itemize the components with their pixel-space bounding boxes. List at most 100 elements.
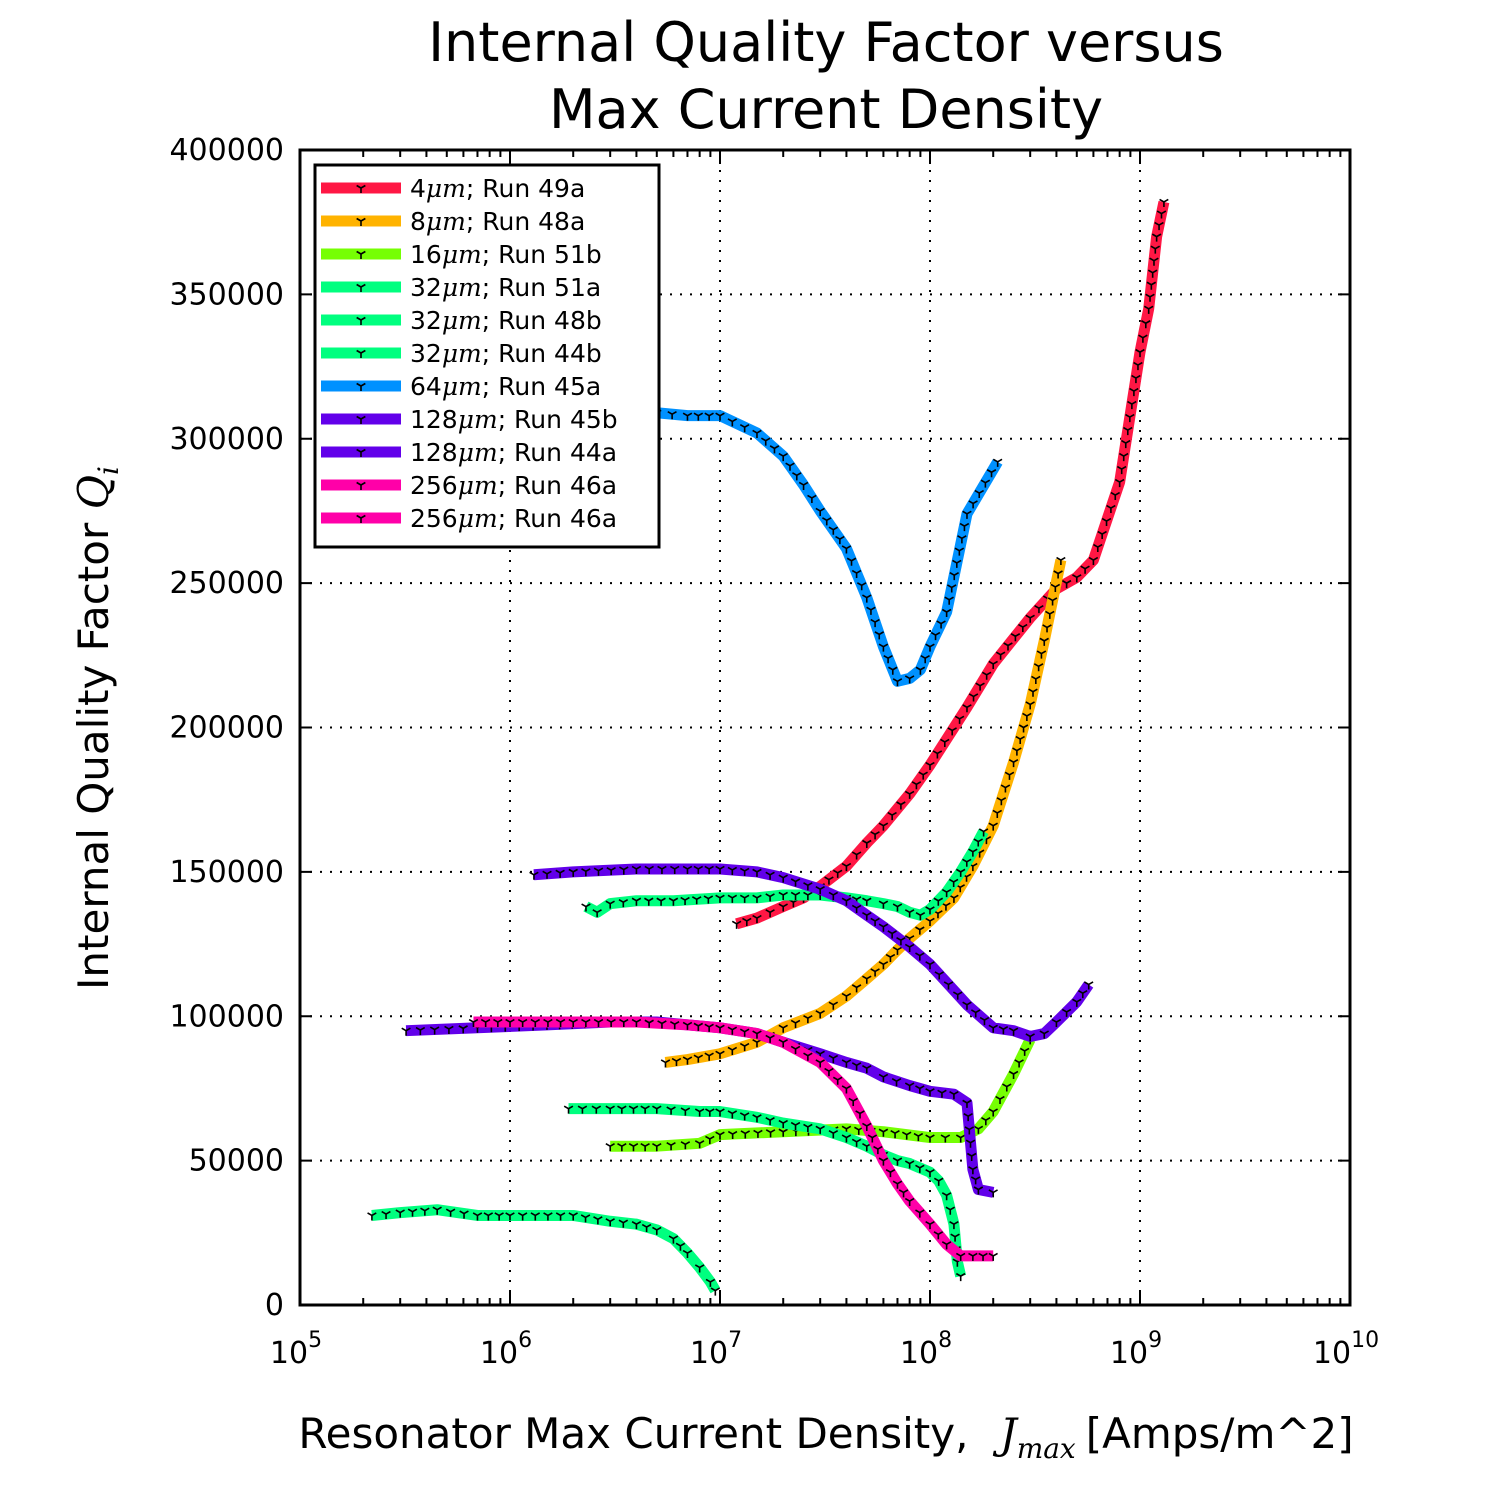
data-point-marker [739,867,750,876]
data-point-marker [1022,712,1032,721]
data-point-marker [356,184,366,193]
legend-entry: 32μm; Run 51a [321,273,601,302]
data-point-marker [1146,281,1157,290]
data-point-marker [1159,198,1169,207]
data-point-marker [888,666,898,675]
x-tick-label: 1010 [1313,1328,1379,1371]
data-point-marker [1003,642,1013,651]
data-point-marker [978,828,989,837]
data-point-marker [1008,1027,1019,1036]
legend-entry: 128μm; Run 45b [321,405,618,434]
data-point-marker [1034,604,1044,614]
data-point-marker [494,1212,504,1221]
data-point-marker [974,489,985,499]
series-2 [605,1036,1036,1152]
data-point-marker [568,1018,578,1028]
data-point-marker [785,462,795,471]
data-point-marker [617,1105,627,1114]
data-point-marker [765,1129,776,1138]
data-point-marker [739,424,750,433]
data-point-marker [1014,1059,1024,1068]
data-point-marker [640,1142,650,1152]
legend-entry: 32μm; Run 48b [321,306,602,335]
data-point-marker [631,865,642,874]
data-point-marker [943,981,954,990]
data-point-marker [973,1186,984,1195]
data-point-marker [740,1130,751,1139]
data-point-marker [892,678,903,687]
data-point-marker [981,671,992,680]
legend-entry: 64μm; Run 45a [321,372,601,401]
data-point-marker [988,660,998,669]
data-point-marker [973,838,983,847]
data-point-marker [878,961,889,970]
data-point-marker [356,316,366,325]
data-point-marker [904,1082,915,1091]
series-line [371,1204,721,1294]
data-point-marker [946,584,957,593]
legend-label: 32μm; Run 48b [410,306,602,335]
data-point-marker [631,897,642,906]
data-point-marker [710,1287,721,1296]
y-tick-label: 150000 [169,855,284,890]
data-point-marker [992,809,1003,818]
x-axis-label-text: Resonator Max Current Density, [298,1409,982,1458]
data-point-marker [841,1085,852,1094]
data-point-marker [950,1233,960,1242]
data-point-marker [1036,650,1047,659]
data-point-marker [815,507,825,516]
data-point-marker [867,1134,878,1143]
data-point-marker [753,1129,763,1138]
data-point-marker [480,1018,491,1028]
data-point-marker [892,946,903,955]
data-point-marker [925,906,935,915]
data-point-marker [870,917,880,926]
data-point-marker [1031,675,1041,684]
data-point-marker [790,891,801,900]
legend-entry: 16μm; Run 51b [321,240,602,269]
data-point-marker [904,909,915,918]
data-point-marker [705,1278,716,1287]
data-point-marker [1083,981,1094,990]
data-point-marker [617,1142,627,1152]
data-point-marker [848,1097,858,1106]
data-point-marker [1072,574,1082,583]
data-point-marker [841,992,852,1002]
y-axis-label-symbol: Q [69,475,118,509]
data-point-marker [619,866,629,875]
y-tick-label: 250000 [169,566,284,601]
data-point-marker [356,448,366,457]
data-point-marker [752,914,762,924]
data-point-marker [955,1252,966,1261]
data-point-marker [966,1152,977,1162]
data-point-marker [870,618,880,628]
data-point-marker [715,412,725,421]
data-point-marker [765,1034,775,1043]
data-point-marker [1002,1083,1012,1092]
data-point-marker [778,1119,788,1129]
data-point-marker [824,876,834,885]
data-point-marker [1093,543,1103,553]
data-point-marker [915,911,926,921]
data-point-marker [1004,771,1015,780]
data-point-marker [1051,1018,1062,1028]
data-point-marker [715,1108,725,1117]
data-point-marker [815,1010,825,1019]
data-point-marker [1116,465,1127,475]
data-point-marker [715,894,725,903]
data-point-marker [731,920,742,929]
data-point-marker [666,1142,676,1151]
data-point-marker [657,865,667,874]
data-point-marker [968,1166,978,1175]
data-point-marker [904,943,915,952]
data-point-marker [866,606,876,615]
data-point-marker [505,1018,515,1028]
data-point-marker [444,1025,454,1034]
data-point-marker [962,704,972,713]
data-point-marker [892,903,903,912]
data-point-marker [925,761,935,771]
data-point-marker [995,1095,1005,1105]
data-point-marker [1050,583,1061,592]
data-point-marker [941,608,952,617]
x-axis-label-unit: [Amps/m^2] [1086,1409,1354,1458]
